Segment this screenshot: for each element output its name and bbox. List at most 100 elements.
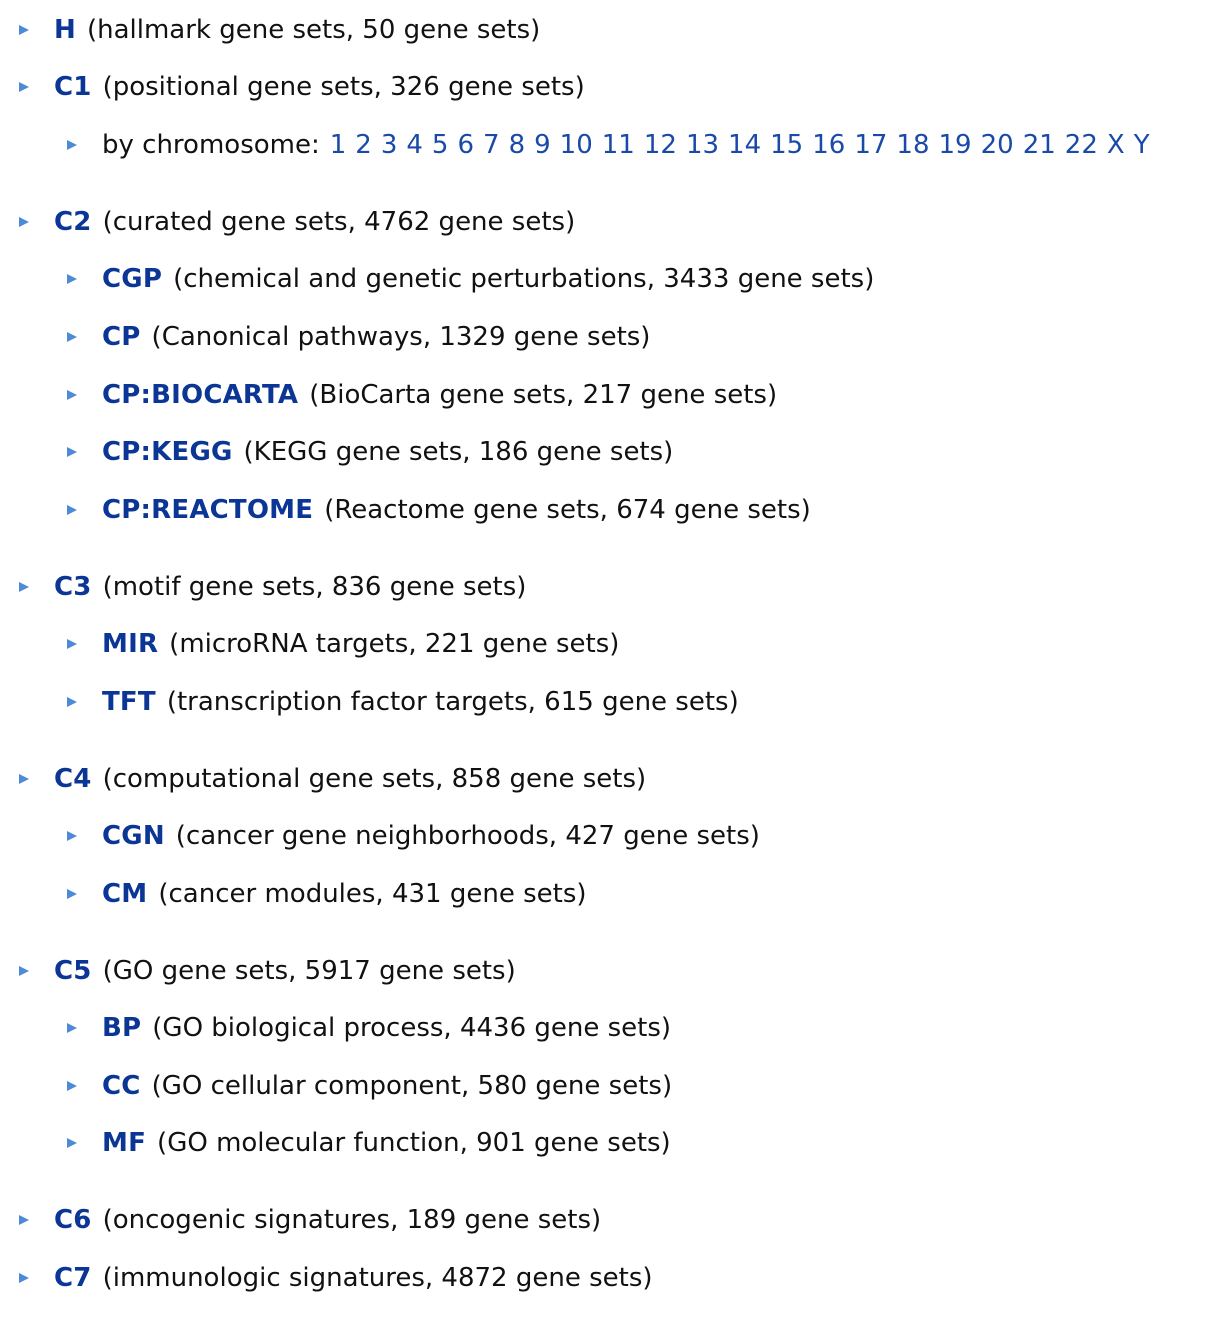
subcollection-description: (chemical and genetic perturbations, 343… [173, 264, 875, 294]
chromosome-link-19[interactable]: 19 [938, 130, 972, 160]
chromosome-link-14[interactable]: 14 [728, 130, 762, 160]
chromosome-link-22[interactable]: 22 [1064, 130, 1098, 160]
chromosome-link-21[interactable]: 21 [1022, 130, 1056, 160]
chromosome-link-11[interactable]: 11 [601, 130, 635, 160]
subcollection-cgn: CGN (cancer gene neighborhoods, 427 gene… [65, 816, 760, 856]
collection-description: (positional gene sets, 326 gene sets) [102, 72, 585, 102]
subcollection-link-cm[interactable]: CM [102, 879, 148, 909]
collection-link-c5[interactable]: C5 [54, 956, 92, 986]
subcollection-description: (GO cellular component, 580 gene sets) [151, 1071, 673, 1101]
subcollection-description: (cancer modules, 431 gene sets) [158, 879, 587, 909]
chromosome-link-17[interactable]: 17 [854, 130, 888, 160]
subcollection-description: (BioCarta gene sets, 217 gene sets) [309, 380, 778, 410]
collection-description: (computational gene sets, 858 gene sets) [102, 764, 647, 794]
chromosome-link-1[interactable]: 1 [329, 130, 347, 160]
chromosome-link-5[interactable]: 5 [431, 130, 449, 160]
subcollection-link-mir[interactable]: MIR [102, 629, 159, 659]
collection-description: (curated gene sets, 4762 gene sets) [102, 207, 576, 237]
triangle-bullet-icon [17, 964, 31, 978]
chromosome-link-x[interactable]: X [1106, 130, 1125, 160]
chromosome-link-6[interactable]: 6 [457, 130, 475, 160]
collection-link-c1[interactable]: C1 [54, 72, 92, 102]
collection-link-c6[interactable]: C6 [54, 1205, 92, 1235]
triangle-bullet-icon [65, 887, 79, 901]
subcollection-cm: CM (cancer modules, 431 gene sets) [65, 874, 587, 914]
collection-c7: C7 (immunologic signatures, 4872 gene se… [17, 1258, 653, 1298]
collection-c3: C3 (motif gene sets, 836 gene sets) [17, 567, 526, 607]
triangle-bullet-icon [65, 138, 79, 152]
subcollection-cgp: CGP (chemical and genetic perturbations,… [65, 259, 874, 299]
subcollection-description: (cancer gene neighborhoods, 427 gene set… [175, 821, 760, 851]
subcollection-link-cp[interactable]: CP [102, 322, 141, 352]
subcollection-description: (GO biological process, 4436 gene sets) [152, 1013, 672, 1043]
collection-link-h[interactable]: H [54, 15, 76, 45]
triangle-bullet-icon [17, 772, 31, 786]
collection-description: (GO gene sets, 5917 gene sets) [102, 956, 516, 986]
triangle-bullet-icon [17, 1271, 31, 1285]
chromosome-link-8[interactable]: 8 [508, 130, 526, 160]
triangle-bullet-icon [17, 80, 31, 94]
collection-link-c4[interactable]: C4 [54, 764, 92, 794]
chromosome-label: by chromosome: [102, 130, 320, 160]
chromosome-link-16[interactable]: 16 [812, 130, 846, 160]
chromosome-link-18[interactable]: 18 [896, 130, 930, 160]
subcollection-link-cp-biocarta[interactable]: CP:BIOCARTA [102, 380, 299, 410]
triangle-bullet-icon [17, 1213, 31, 1227]
triangle-bullet-icon [17, 23, 31, 37]
chromosome-link-13[interactable]: 13 [685, 130, 720, 160]
collection-h: H (hallmark gene sets, 50 gene sets) [17, 10, 540, 50]
subcollection-description: (Reactome gene sets, 674 gene sets) [324, 495, 811, 525]
subcollection-link-cc[interactable]: CC [102, 1071, 141, 1101]
subcollection-link-cp-kegg[interactable]: CP:KEGG [102, 437, 233, 467]
collection-description: (motif gene sets, 836 gene sets) [102, 572, 527, 602]
subcollection-description: (microRNA targets, 221 gene sets) [169, 629, 620, 659]
subcollection-link-tft[interactable]: TFT [102, 687, 156, 717]
subcollection-cp-biocarta: CP:BIOCARTA (BioCarta gene sets, 217 gen… [65, 375, 777, 415]
triangle-bullet-icon [65, 829, 79, 843]
collection-link-c2[interactable]: C2 [54, 207, 92, 237]
subcollection-bp: BP (GO biological process, 4436 gene set… [65, 1008, 671, 1048]
chromosome-link-9[interactable]: 9 [534, 130, 551, 160]
chromosome-link-10[interactable]: 10 [559, 130, 593, 160]
chromosome-list: by chromosome: 1 2 3 4 5 6 7 8 9 10 11 1… [65, 125, 1159, 165]
subcollection-link-bp[interactable]: BP [102, 1013, 142, 1043]
chromosome-link-y[interactable]: Y [1133, 130, 1150, 160]
subcollection-cp: CP (Canonical pathways, 1329 gene sets) [65, 317, 650, 357]
chromosome-link-3[interactable]: 3 [380, 130, 398, 160]
chromosome-link-15[interactable]: 15 [770, 130, 804, 160]
subcollection-link-cp-reactome[interactable]: CP:REACTOME [102, 495, 314, 525]
subcollection-description: (KEGG gene sets, 186 gene sets) [243, 437, 674, 467]
subcollection-cp-reactome: CP:REACTOME (Reactome gene sets, 674 gen… [65, 490, 811, 530]
triangle-bullet-icon [65, 1021, 79, 1035]
subcollection-mf: MF (GO molecular function, 901 gene sets… [65, 1123, 671, 1163]
collection-description: (oncogenic signatures, 189 gene sets) [102, 1205, 602, 1235]
collection-c5: C5 (GO gene sets, 5917 gene sets) [17, 951, 516, 991]
collection-description: (immunologic signatures, 4872 gene sets) [102, 1263, 653, 1293]
subcollection-link-cgp[interactable]: CGP [102, 264, 163, 294]
chromosome-link-12[interactable]: 12 [643, 130, 677, 160]
subcollection-description: (transcription factor targets, 615 gene … [166, 687, 739, 717]
triangle-bullet-icon [65, 503, 79, 517]
collection-description: (hallmark gene sets, 50 gene sets) [86, 15, 541, 45]
collection-c1: C1 (positional gene sets, 326 gene sets) [17, 67, 585, 107]
collection-c2: C2 (curated gene sets, 4762 gene sets) [17, 202, 575, 242]
triangle-bullet-icon [65, 388, 79, 402]
subcollection-tft: TFT (transcription factor targets, 615 g… [65, 682, 739, 722]
subcollection-cp-kegg: CP:KEGG (KEGG gene sets, 186 gene sets) [65, 432, 673, 472]
chromosome-link-4[interactable]: 4 [406, 130, 423, 160]
subcollection-description: (GO molecular function, 901 gene sets) [157, 1128, 671, 1158]
subcollection-link-cgn[interactable]: CGN [102, 821, 165, 851]
triangle-bullet-icon [65, 1136, 79, 1150]
triangle-bullet-icon [17, 580, 31, 594]
triangle-bullet-icon [65, 637, 79, 651]
collection-c4: C4 (computational gene sets, 858 gene se… [17, 759, 646, 799]
triangle-bullet-icon [65, 695, 79, 709]
chromosome-link-20[interactable]: 20 [980, 130, 1014, 160]
subcollection-link-mf[interactable]: MF [102, 1128, 147, 1158]
collection-link-c7[interactable]: C7 [54, 1263, 92, 1293]
subcollection-cc: CC (GO cellular component, 580 gene sets… [65, 1066, 672, 1106]
collection-link-c3[interactable]: C3 [54, 572, 92, 602]
subcollection-mir: MIR (microRNA targets, 221 gene sets) [65, 624, 619, 664]
chromosome-link-7[interactable]: 7 [483, 130, 500, 160]
chromosome-link-2[interactable]: 2 [355, 130, 372, 160]
